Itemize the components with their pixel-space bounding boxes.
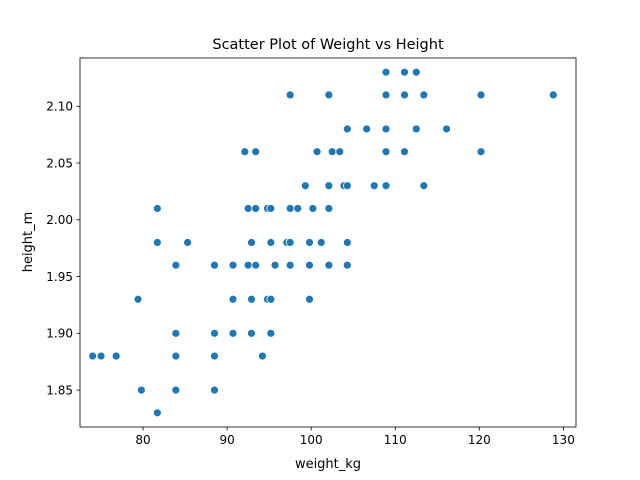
- y-tick-label: 1.90: [46, 327, 73, 341]
- data-point: [293, 204, 303, 213]
- data-point: [266, 328, 276, 338]
- y-tick-label: 2.00: [46, 213, 73, 227]
- data-point: [548, 90, 558, 100]
- data-point: [251, 260, 261, 270]
- data-point: [133, 294, 143, 304]
- data-point: [285, 260, 295, 270]
- data-point: [152, 408, 162, 418]
- data-point: [327, 147, 337, 157]
- data-point: [247, 328, 256, 338]
- data-point: [442, 124, 451, 134]
- data-point: [342, 238, 352, 247]
- data-point: [305, 260, 314, 270]
- data-point: [381, 124, 391, 134]
- y-tick-label: 2.10: [46, 100, 73, 114]
- data-point: [342, 124, 352, 134]
- data-point: [228, 260, 238, 270]
- data-point: [362, 124, 372, 134]
- data-point: [381, 90, 391, 100]
- data-point: [258, 351, 267, 361]
- data-point: [324, 90, 334, 100]
- data-point: [476, 147, 486, 157]
- data-point: [88, 351, 98, 361]
- axes-frame: [79, 57, 577, 428]
- y-tick-label: 1.95: [46, 270, 73, 284]
- data-point: [247, 238, 256, 247]
- data-point: [96, 351, 106, 361]
- data-point: [152, 204, 162, 213]
- data-point: [171, 260, 181, 270]
- data-point: [210, 260, 219, 270]
- data-point: [171, 385, 181, 395]
- data-point: [210, 328, 219, 338]
- plot-area: [80, 58, 576, 427]
- data-point: [228, 294, 238, 304]
- x-axis-label: weight_kg: [295, 457, 361, 472]
- x-tick-label: 80: [135, 433, 150, 447]
- data-point: [266, 238, 276, 247]
- data-point: [316, 238, 326, 247]
- x-tick-label: 90: [219, 433, 234, 447]
- data-point: [270, 260, 280, 270]
- data-point: [476, 90, 486, 100]
- data-point: [266, 294, 276, 304]
- data-point: [247, 294, 256, 304]
- data-point: [285, 238, 295, 247]
- data-point: [305, 294, 314, 304]
- data-point: [171, 328, 181, 338]
- x-tick-label: 110: [384, 433, 407, 447]
- data-point: [312, 147, 322, 157]
- data-point: [285, 90, 295, 100]
- y-tick-label: 2.05: [46, 156, 73, 170]
- data-point: [411, 67, 421, 77]
- data-point: [152, 238, 162, 247]
- data-point: [324, 204, 334, 213]
- x-tick-label: 100: [300, 433, 323, 447]
- data-point: [419, 90, 429, 100]
- data-point: [381, 147, 391, 157]
- data-point: [111, 351, 121, 361]
- data-point: [285, 204, 295, 213]
- x-tick-label: 130: [552, 433, 575, 447]
- data-point: [300, 181, 310, 191]
- data-point: [251, 204, 261, 213]
- x-axis-ticks: 80 90 100 110 120 130: [135, 427, 575, 447]
- data-point: [324, 260, 334, 270]
- x-tick-label: 120: [468, 433, 491, 447]
- data-point: [369, 181, 379, 191]
- data-point: [228, 328, 238, 338]
- scatter-points: [88, 67, 558, 418]
- chart-title: Scatter Plot of Weight vs Height: [212, 37, 444, 53]
- data-point: [266, 204, 276, 213]
- data-point: [400, 90, 409, 100]
- data-point: [419, 181, 429, 191]
- y-axis-label: height_m: [21, 212, 36, 273]
- data-point: [400, 67, 409, 77]
- data-point: [240, 147, 250, 157]
- data-point: [342, 260, 352, 270]
- data-point: [342, 181, 352, 191]
- data-point: [210, 385, 219, 395]
- y-axis-ticks: 1.85 1.90 1.95 2.00 2.05 2.10: [46, 100, 80, 397]
- data-point: [183, 238, 193, 247]
- data-point: [136, 385, 146, 395]
- data-point: [335, 147, 345, 157]
- data-point: [171, 351, 181, 361]
- data-point: [210, 351, 219, 361]
- data-point: [243, 260, 253, 270]
- data-point: [400, 147, 409, 157]
- data-point: [381, 181, 391, 191]
- data-point: [308, 204, 318, 213]
- data-point: [305, 238, 314, 247]
- y-tick-label: 1.85: [46, 383, 73, 397]
- data-point: [243, 204, 253, 213]
- data-point: [381, 67, 391, 77]
- data-point: [324, 181, 334, 191]
- data-point: [251, 147, 261, 157]
- data-point: [411, 124, 421, 134]
